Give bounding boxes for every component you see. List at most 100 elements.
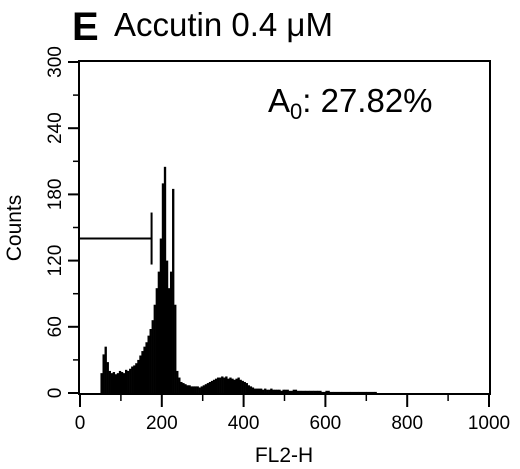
histogram-bar [313,390,318,393]
histogram-bar [249,386,253,393]
histogram-bar [206,383,210,393]
histogram-bar [366,391,375,393]
histogram-bar [120,372,124,393]
histogram-bar [143,346,146,393]
histogram-bar [259,388,263,393]
y-axis-label: Counts [3,195,26,262]
histogram-bar [358,391,367,393]
histogram-bar [118,370,122,393]
histogram-bar [112,372,116,393]
histogram-bar [196,386,199,393]
histogram-bar [122,373,126,393]
histogram-bar [108,370,111,393]
histogram-bar [251,387,255,393]
histogram-bar [296,390,302,393]
histogram-bar [266,389,269,393]
histogram-bar [163,166,167,393]
y-axis: 0 60 120 180 240 300 [45,46,80,398]
x-axis: 0 200 400 600 800 1000 [75,393,510,434]
histogram-bar [223,377,226,393]
histogram-bar [165,260,169,393]
histogram-bar [141,351,144,393]
histogram-bar [333,391,343,393]
histogram-bar [214,378,218,393]
annotation-a0: A0: 27.82% [268,82,433,124]
histogram-bar [233,379,236,393]
histogram-bar [157,271,161,393]
histogram-bar [237,377,240,393]
histogram-bar [190,386,193,393]
histogram-bar [106,362,109,393]
annotation-subscript: 0 [290,99,302,124]
histogram-bar [200,386,203,393]
histogram-bar [280,390,283,393]
histogram-bar [116,373,120,393]
histogram-bar [204,384,208,393]
histogram-bar [276,389,279,393]
histogram-bar [133,365,136,393]
gate-marker [80,212,153,265]
histogram-bar [192,386,195,393]
histogram-bar [129,368,132,393]
histogram-bar [102,354,105,393]
histogram-bar [317,390,322,393]
histogram-bar [188,385,191,393]
histogram-bar [186,385,189,393]
histogram-bar [225,376,228,393]
histogram-bar [264,388,267,393]
histogram-bar [137,359,140,393]
y-tick-label: 180 [45,179,66,211]
histogram-bar [257,388,261,393]
histogram-bar [212,379,216,393]
histogram-bar [235,378,238,393]
panel-title: Accutin 0.4 μM [114,6,333,43]
histogram-bar [325,390,330,393]
histogram-bar [202,385,206,393]
annotation-prefix: A [268,82,290,119]
histogram-bar [217,377,220,393]
histogram-bar [149,329,152,393]
histogram-bar [292,389,298,393]
histogram-bar [174,304,177,393]
histogram-bar [131,366,134,393]
histogram-bar [284,389,289,393]
histogram-bar [304,390,310,393]
y-tick-label: 300 [45,46,66,78]
histogram-bar [135,363,138,393]
histogram-bar [219,377,222,393]
histogram-bar [274,389,277,393]
x-tick-label: 800 [391,413,423,434]
histogram-bar [243,381,246,393]
histogram-bar [221,376,224,393]
histogram-bar [374,391,377,393]
histogram-bar [300,390,306,393]
bars-layer [100,166,377,393]
panel-letter: E [72,5,99,49]
histogram-bar [167,288,171,393]
histogram-bar [282,389,285,393]
histogram-bar [110,373,114,393]
histogram-bar [278,389,281,393]
annotation-value: : 27.82% [302,82,432,119]
histogram-bar [172,188,175,393]
histogram-bar [147,335,150,393]
x-tick-label: 200 [146,413,178,434]
histogram-bar [349,391,359,393]
histogram-bar [178,377,181,393]
y-tick-label: 0 [45,388,66,399]
histogram-bar [272,389,275,393]
histogram-bar [255,388,259,393]
histogram-bar [104,346,107,393]
histogram-bar [176,370,179,393]
histogram-bar [114,374,118,393]
x-tick-label: 0 [75,413,86,434]
histogram-bar [153,304,156,393]
histogram-bar [227,378,230,393]
histogram-bar [169,271,173,393]
histogram-bar [161,183,165,393]
histogram-bar [100,373,103,393]
histogram-bar [245,383,248,393]
histogram-bar [329,391,334,393]
histogram-bar [127,370,130,393]
x-tick-label: 1000 [468,413,510,434]
